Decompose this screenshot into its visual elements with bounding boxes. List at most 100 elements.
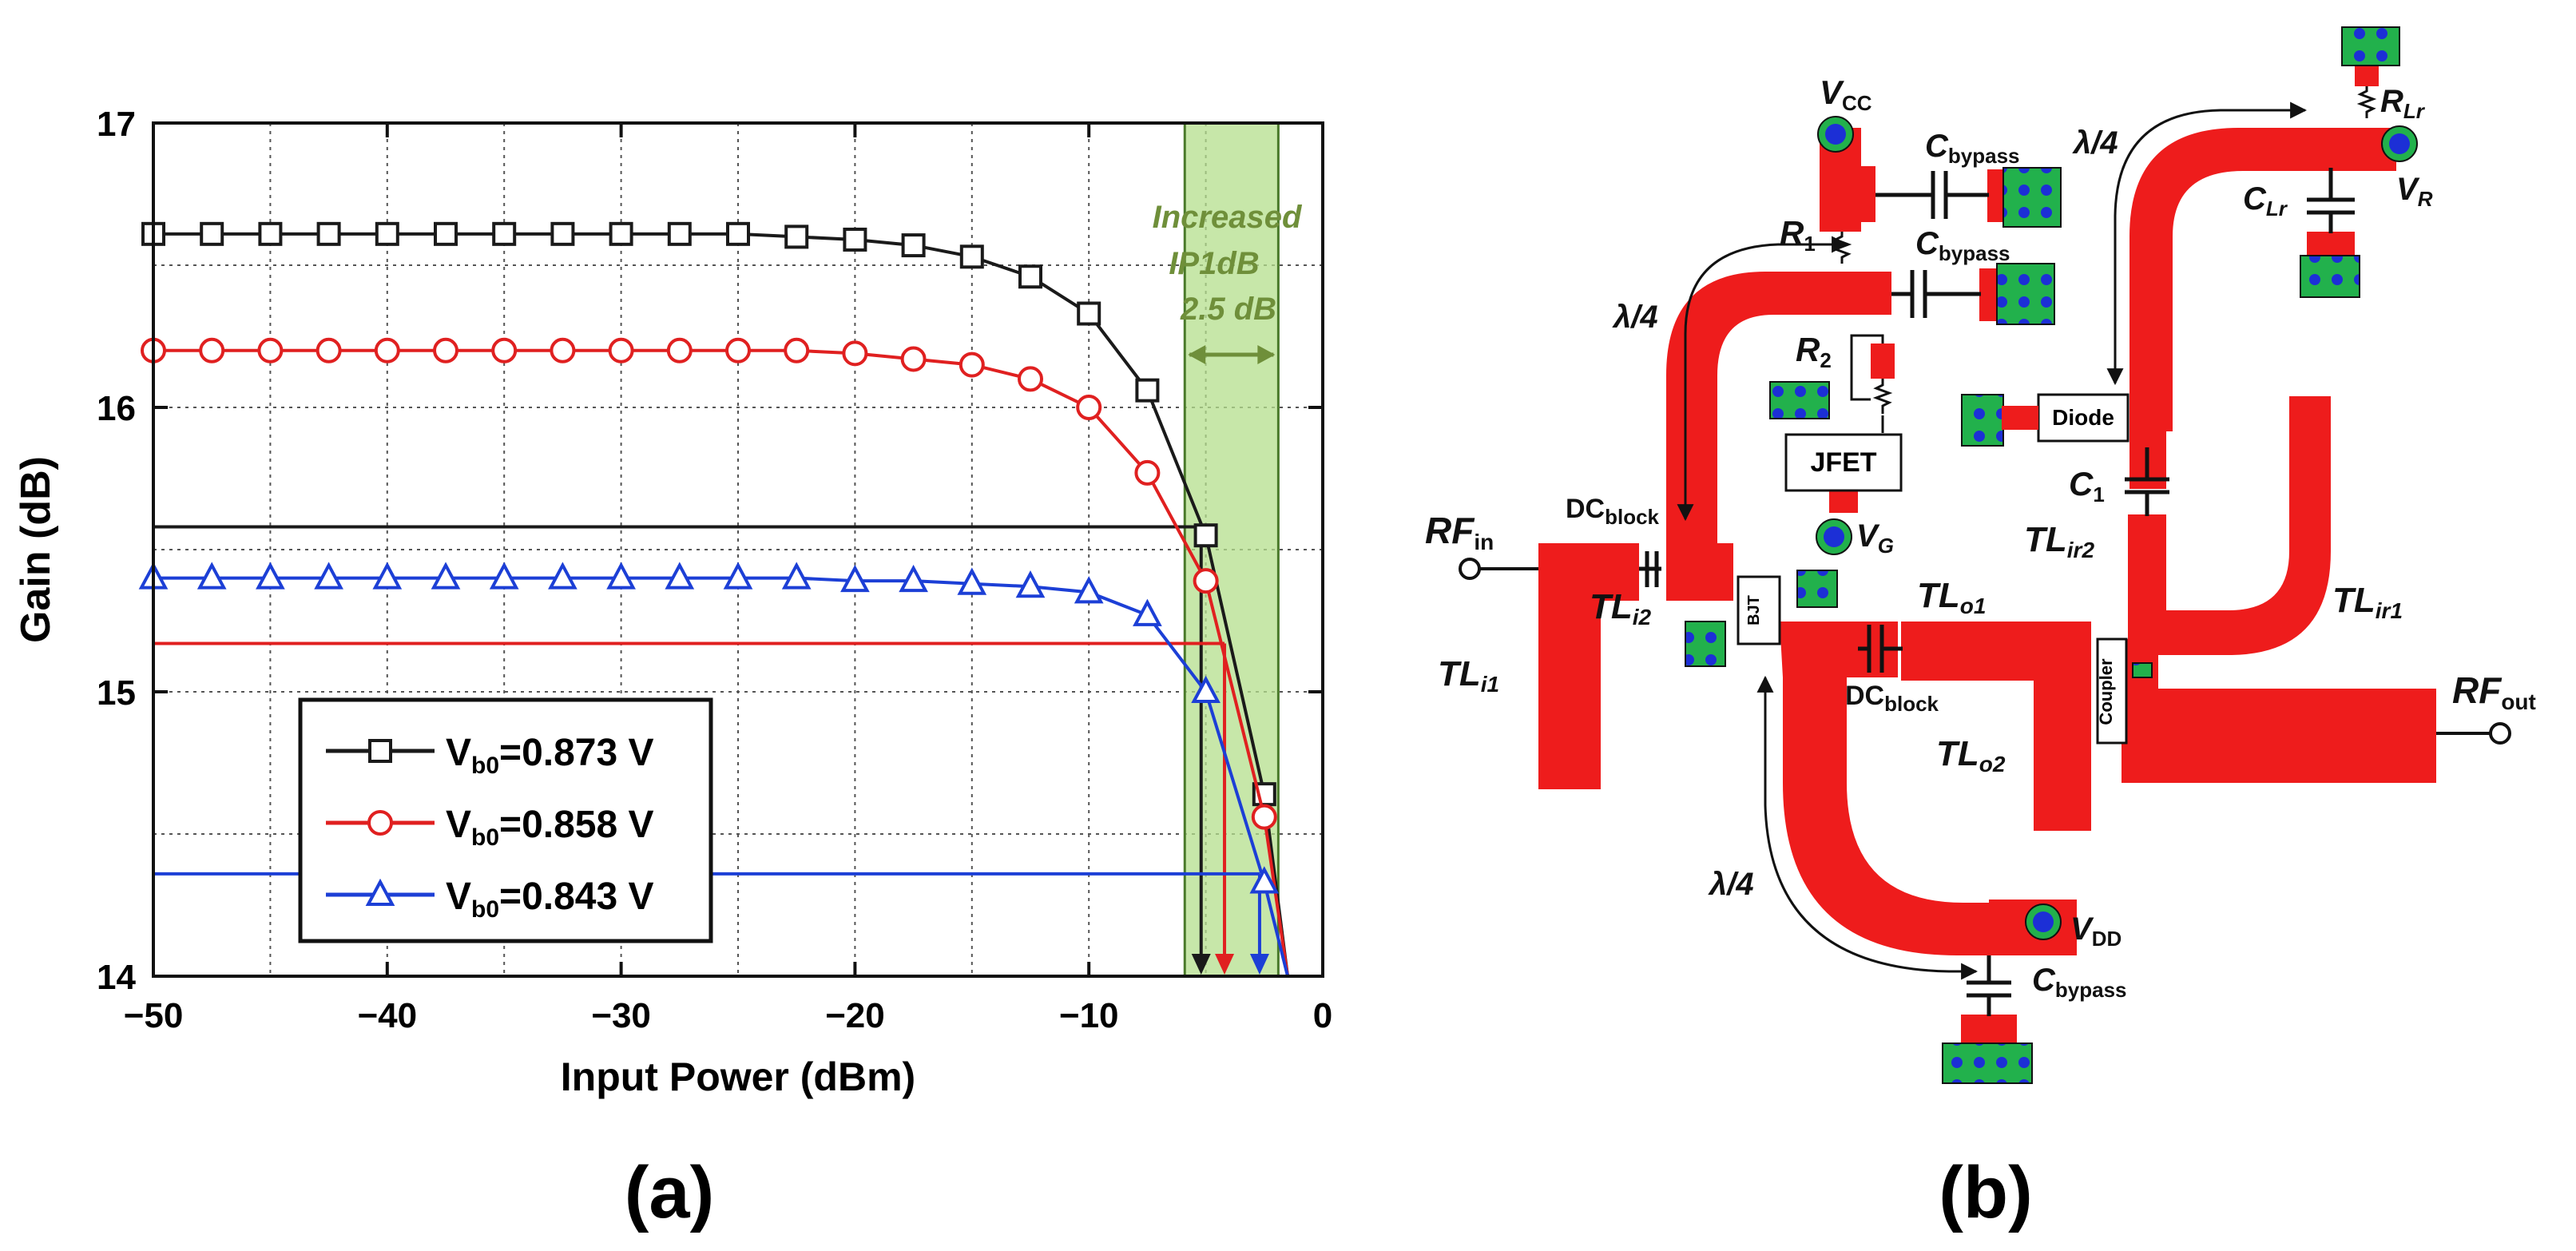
series-2-point xyxy=(491,337,518,363)
y-tick-label: 14 xyxy=(97,958,136,997)
legend-marker-1 xyxy=(368,739,392,763)
pad-bjt-left xyxy=(1685,621,1726,667)
label-tlir1: TLir1 xyxy=(2332,581,2403,623)
via-vr-inner xyxy=(2389,133,2410,154)
series-2-point xyxy=(1193,568,1219,594)
pad-jfet-gnd xyxy=(1769,381,1830,419)
label-clr: CLr xyxy=(2243,181,2288,220)
resistor-r2 xyxy=(1850,334,1893,414)
trace-vcc-stub xyxy=(1820,166,1875,222)
series-3-point xyxy=(1249,866,1280,894)
label-tli1: TLi1 xyxy=(1438,654,1499,697)
label-lambda-right: λ/4 xyxy=(2072,125,2118,161)
series-3-point xyxy=(256,562,285,590)
label-tlir2: TLir2 xyxy=(2024,520,2094,562)
x-tick-label: −20 xyxy=(825,996,885,1035)
label-tlo1: TLo1 xyxy=(1917,576,1986,618)
series-3-point xyxy=(196,562,227,590)
series-1-point xyxy=(1135,378,1160,403)
label-c1: C1 xyxy=(2069,465,2105,506)
series-3-point xyxy=(781,562,812,590)
series-2-point xyxy=(666,337,693,363)
reference-lines xyxy=(153,525,1269,975)
region-annotation: Increased IP1dB 2.5 dB xyxy=(1153,200,1303,364)
y-tick-label: 17 xyxy=(97,105,136,144)
series-3-point xyxy=(314,562,343,590)
trace-tlir1 xyxy=(2150,396,2331,655)
label-tlo2: TLo2 xyxy=(1936,734,2006,776)
series-2-point xyxy=(374,337,400,363)
series-2-point xyxy=(316,337,342,363)
pad-diode xyxy=(1961,394,2004,447)
label-dcblock1: DCblock xyxy=(1566,494,1660,529)
label-tli2: TLi2 xyxy=(1590,587,1652,629)
plot-frame xyxy=(152,121,1324,978)
x-tick-label: 0 xyxy=(1313,996,1332,1035)
series-1-point xyxy=(843,227,867,252)
series-3-point xyxy=(372,562,403,590)
legend-label-2: Vb0=0.858 V xyxy=(446,804,654,851)
rf-ports xyxy=(1459,558,2511,745)
series-2-point xyxy=(725,337,751,363)
region-text-line-2: IP1dB xyxy=(1169,246,1259,281)
bjt-box xyxy=(1737,575,1781,645)
trace-cbypass3-pad xyxy=(1961,1015,2017,1046)
diode-label: Diode xyxy=(2052,405,2114,430)
series-1-point xyxy=(316,221,341,246)
label-vr: VR xyxy=(2396,172,2433,211)
region-text-line-3: 2.5 dB xyxy=(1180,292,1276,327)
series-2-point xyxy=(550,337,576,363)
capacitors xyxy=(1639,168,2355,1016)
series-3-point xyxy=(1191,675,1221,703)
label-cbypass1: Cbypass xyxy=(1925,129,2020,168)
trace-r2-pad xyxy=(1871,344,1895,379)
series-1-point xyxy=(375,221,399,246)
region-arrow-head-left xyxy=(1188,345,1206,364)
ip1db-arrow-3 xyxy=(1249,954,1269,975)
series-3-point xyxy=(606,562,636,590)
x-tick-label: −30 xyxy=(591,996,651,1035)
resistor-r1 xyxy=(1832,232,1852,264)
region-arrow-head-right xyxy=(1257,345,1276,364)
series-3-point xyxy=(489,562,519,590)
pad-cbypass2 xyxy=(1996,263,2055,325)
label-vcc: VCC xyxy=(1820,73,1872,115)
series-1-point xyxy=(901,233,926,258)
label-rfout: RFout xyxy=(2452,669,2536,714)
legend-marker-2 xyxy=(367,810,393,836)
bjt-label: BJT xyxy=(1745,595,1763,626)
pad-cbypass1 xyxy=(2002,167,2062,228)
lambda-arrow-right xyxy=(2106,101,2308,386)
series-1-point xyxy=(258,221,283,246)
series-2-point xyxy=(608,337,634,363)
series-3-point xyxy=(431,562,461,590)
series-2-point xyxy=(1018,366,1043,392)
series-3-point xyxy=(1074,576,1104,604)
circuit-layout: JFET BJT Coupler Diode VCC Cbypass R1 xyxy=(1425,26,2536,1084)
cap-c1 xyxy=(2125,447,2169,516)
coupler-label: Coupler xyxy=(2096,658,2116,725)
series-2-point xyxy=(199,337,225,363)
cap-clr xyxy=(2307,168,2355,233)
rfin-port xyxy=(1459,558,1481,580)
panel-label-b: (b) xyxy=(1939,1152,2032,1233)
trace-tli1-top xyxy=(1538,543,1639,601)
label-rfin: RFin xyxy=(1425,510,1494,554)
via-vg-inner xyxy=(1824,526,1844,547)
region-double-arrow xyxy=(1188,345,1276,364)
diode-feed xyxy=(2002,406,2038,430)
series-3-point xyxy=(899,564,928,593)
cap-cbypass3 xyxy=(1967,955,2011,1016)
cap-cbypass2 xyxy=(1891,270,1981,318)
series-3-point xyxy=(665,562,695,590)
via-vcc-inner xyxy=(1825,124,1846,145)
y-tick-label: 15 xyxy=(97,673,136,713)
label-r1: R1 xyxy=(1780,214,1816,256)
pad-cbypass3 xyxy=(1942,1042,2033,1084)
series-1-point xyxy=(784,224,809,249)
legend: Vb0=0.873 V Vb0=0.858 V Vb0=0.843 V xyxy=(298,697,713,943)
label-cbypass3: Cbypass xyxy=(2032,963,2127,1002)
pad-rlr xyxy=(2341,26,2400,66)
pad-clr xyxy=(2300,255,2360,298)
diode-box xyxy=(2037,393,2129,443)
